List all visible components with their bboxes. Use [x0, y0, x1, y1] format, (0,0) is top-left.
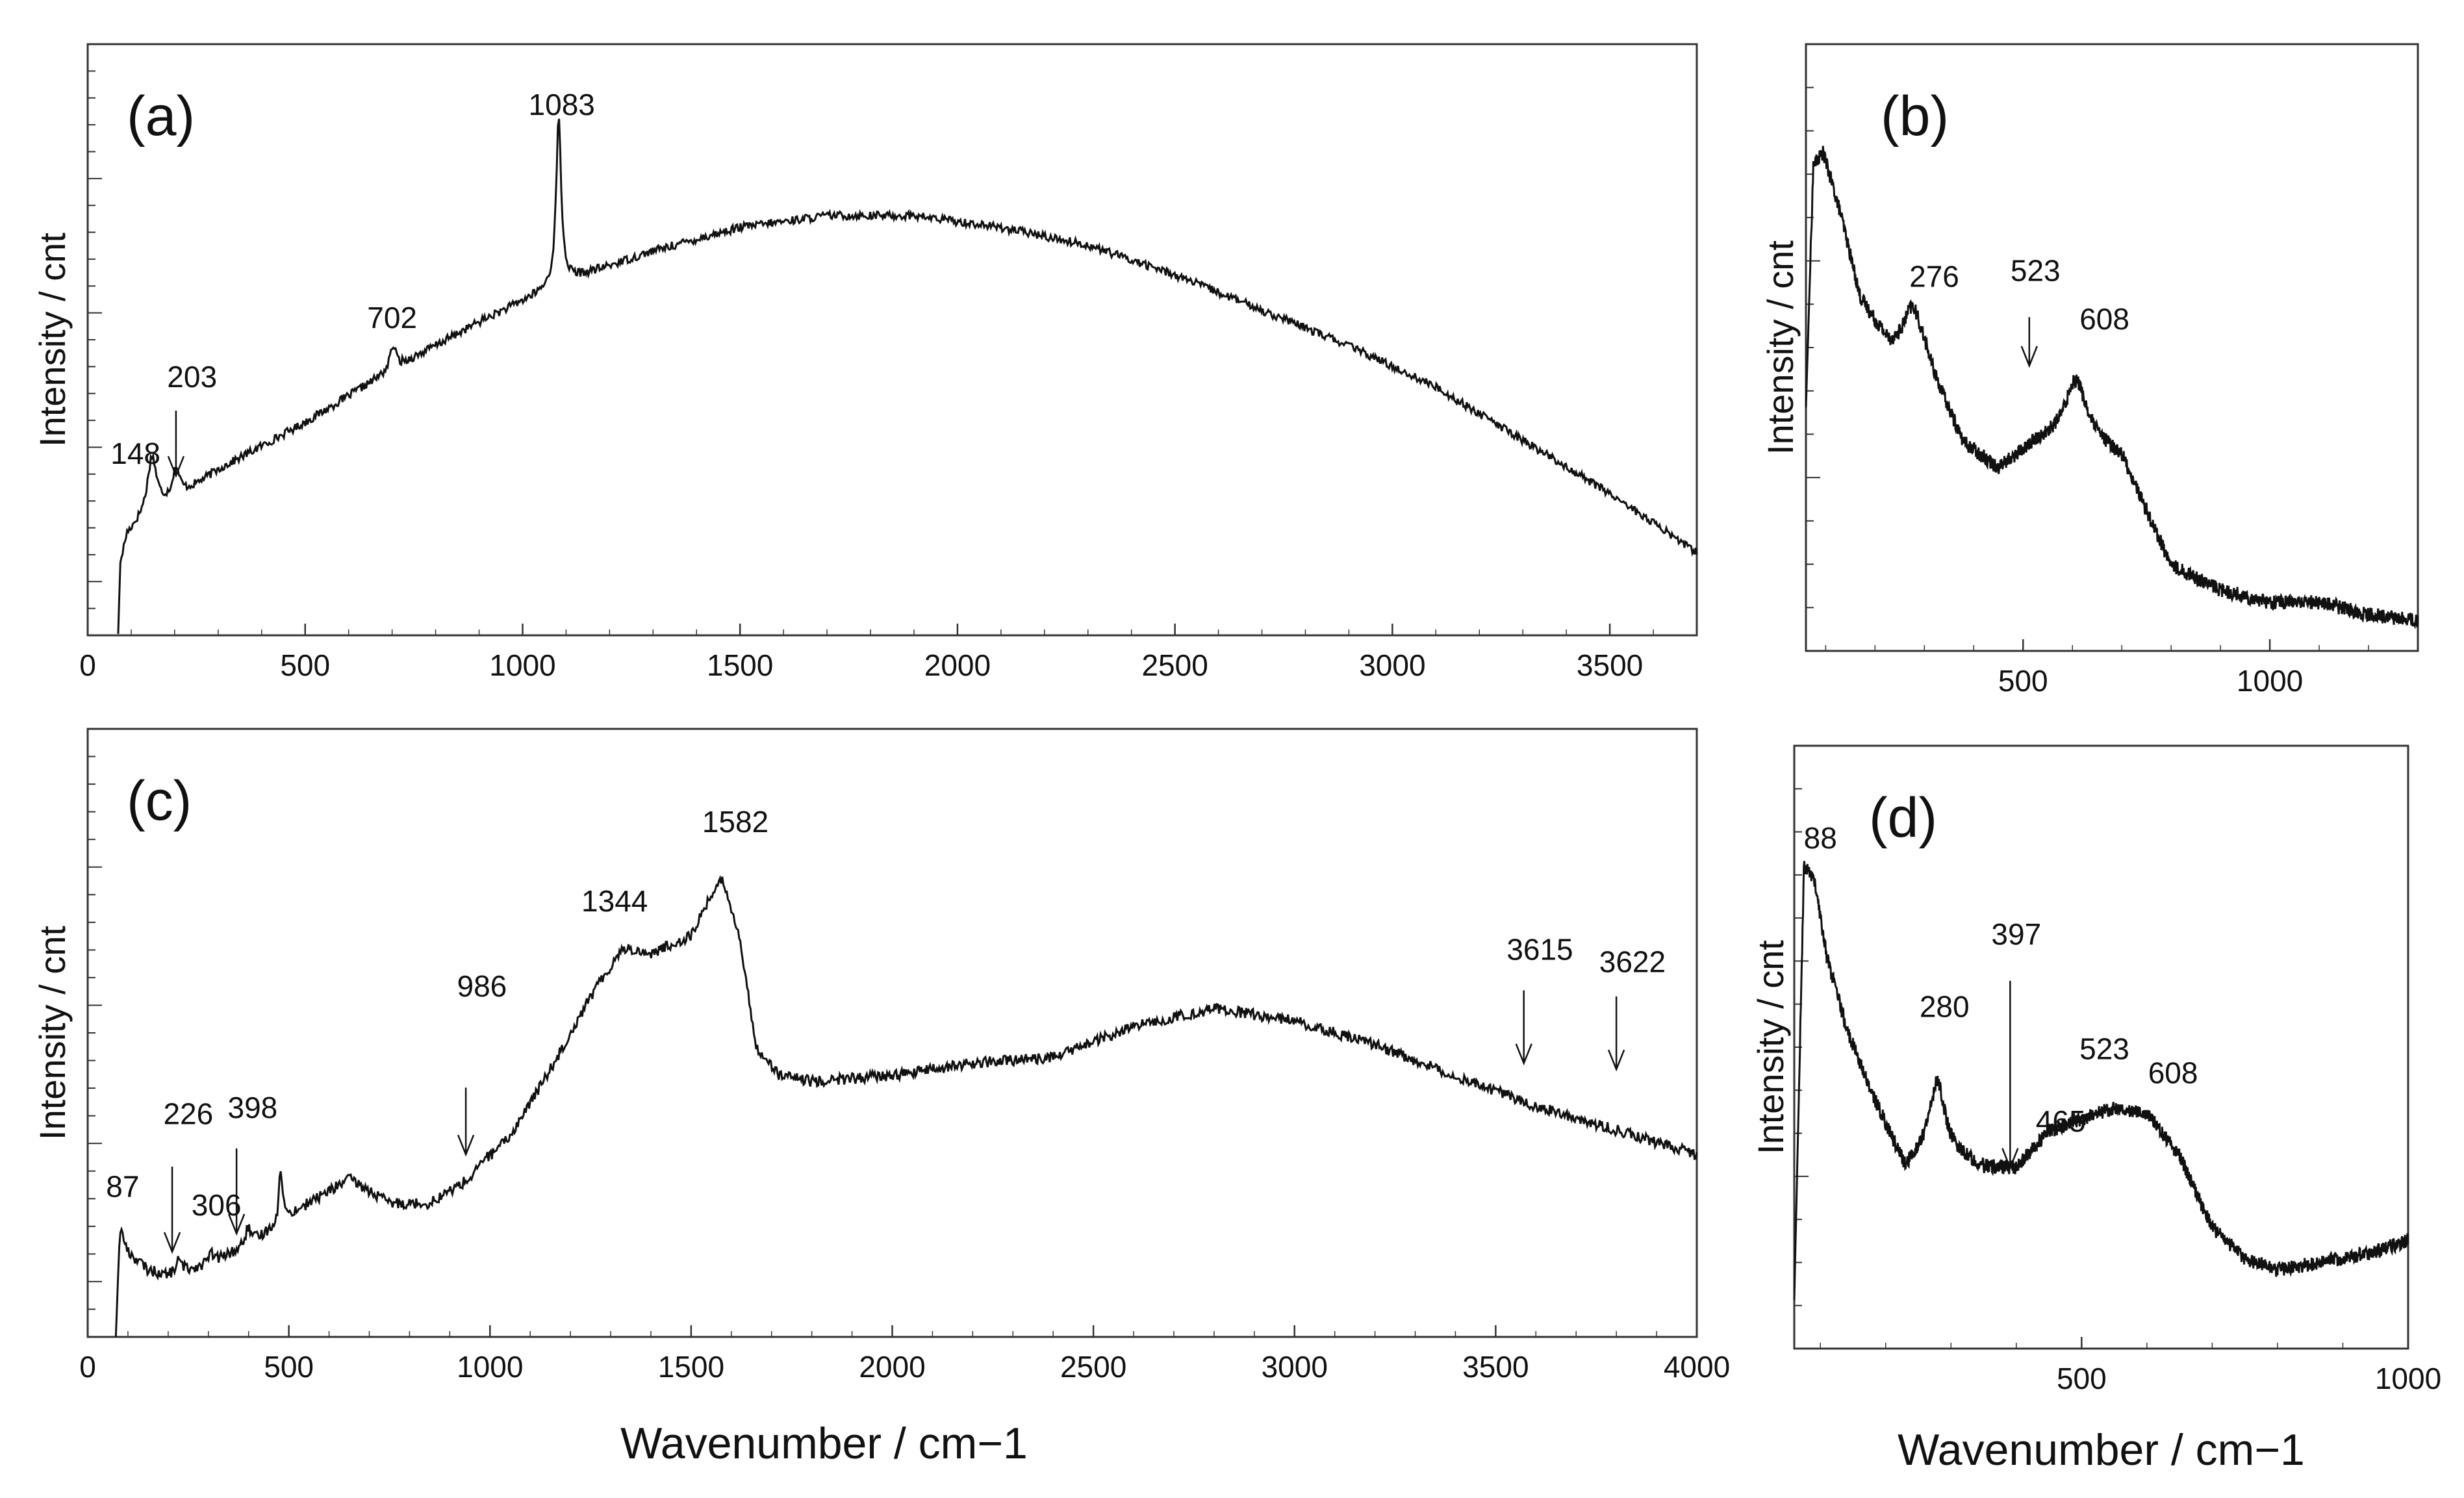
x-tick-label-c: 0: [79, 1350, 96, 1384]
peak-label-c: 1344: [581, 884, 648, 918]
panel-b: 500 1000 276 523 608 (b) Intensity / cnt: [1760, 43, 2419, 698]
x-tick-label-c: 3500: [1462, 1350, 1529, 1384]
x-axis-label-d: Wavenumber / cm−1: [1898, 1425, 2305, 1475]
peak-label-c: 226: [163, 1097, 213, 1130]
peak-label-d: 523: [2079, 1032, 2129, 1066]
spectrum-line-d: [1793, 861, 2409, 1301]
y-axis-label-c: Intensity / cnt: [32, 926, 73, 1140]
x-tick-label-c: 1000: [457, 1350, 523, 1384]
x-tick-label-c: 1500: [658, 1350, 724, 1384]
peak-arrow-head-c: [457, 1134, 475, 1157]
peak-label-c: 306: [192, 1188, 242, 1222]
x-tick-label-a: 2000: [924, 648, 991, 682]
peak-label-c: 87: [106, 1170, 139, 1204]
x-tick-label-c: 2000: [859, 1350, 925, 1384]
panel-label-b: (b): [1881, 85, 1949, 147]
panel-label-a: (a): [127, 85, 195, 147]
peak-arrow-head-c: [163, 1232, 181, 1254]
peak-label-b: 276: [1909, 260, 1959, 294]
spectrum-line-b: [1805, 146, 2419, 630]
x-tick-label-c: 4000: [1664, 1350, 1730, 1384]
x-tick-label-c: 2500: [1060, 1350, 1126, 1384]
y-axis-label-b: Intensity / cnt: [1760, 240, 1801, 455]
peak-label-d: 88: [1804, 821, 1837, 855]
peak-label-a: 203: [167, 360, 217, 394]
plot-frame-c: [86, 728, 1698, 1338]
peak-arrow-head-c: [1607, 1049, 1625, 1072]
panel-d: 500 1000 88 280 397 465 523 608 (d) Intensity / c…: [1750, 744, 2441, 1475]
panel-label-d: (d): [1869, 787, 1937, 849]
x-tick-label-a: 1000: [489, 648, 555, 682]
peak-label-d: 280: [1920, 990, 1970, 1024]
x-tick-label-a: 3000: [1359, 648, 1425, 682]
peak-label-c: 398: [228, 1091, 278, 1124]
peak-arrow-head-c: [227, 1213, 246, 1236]
panel-label-c: (c): [127, 770, 192, 832]
x-tick-label-d: 1000: [2375, 1362, 2441, 1395]
x-tick-label-d: 500: [2057, 1362, 2107, 1395]
x-tick-label-a: 1500: [707, 648, 773, 682]
peak-label-d: 608: [2148, 1056, 2198, 1090]
x-tick-label-a: 2500: [1141, 648, 1208, 682]
y-axis-label-a: Intensity / cnt: [32, 233, 73, 447]
peak-arrow-head-a: [167, 455, 185, 478]
spectrum-line-a: [117, 118, 1698, 634]
peak-label-c: 1582: [702, 805, 768, 839]
panel-c: 0 500 1000 1500 2000 2500 3000 3500 4000 87 226 306…: [32, 728, 1730, 1468]
x-tick-label-b: 500: [1998, 664, 2048, 698]
peak-label-b: 608: [2079, 302, 2129, 336]
peak-label-d: 397: [1991, 917, 2041, 951]
x-tick-label-a: 3500: [1577, 648, 1643, 682]
peak-arrow-head-d: [2001, 1148, 2019, 1170]
x-axis-label-c: Wavenumber / cm−1: [620, 1419, 1028, 1468]
plot-frame-a: [86, 43, 1698, 637]
panel-a: 0 500 1000 1500 2000 2500 3000 3500 148 203 702 108…: [32, 43, 1698, 682]
peak-label-b: 523: [2011, 253, 2061, 287]
x-tick-label-c: 3000: [1262, 1350, 1328, 1384]
x-tick-label-c: 500: [264, 1350, 314, 1384]
peak-label-a: 148: [110, 437, 160, 470]
spectrum-line-c: [114, 874, 1698, 1337]
peak-arrow-head-b: [2020, 346, 2038, 368]
peak-label-c: 3622: [1599, 945, 1666, 978]
x-tick-label-a: 500: [280, 648, 330, 682]
y-axis-label-d: Intensity / cnt: [1750, 940, 1791, 1154]
peak-label-c: 3615: [1506, 933, 1573, 967]
peak-label-c: 986: [457, 969, 507, 1003]
peak-label-d: 465: [2036, 1104, 2086, 1138]
peak-label-a: 1083: [529, 88, 595, 121]
x-tick-label-b: 1000: [2237, 664, 2303, 698]
peak-arrow-head-c: [1515, 1043, 1532, 1066]
peak-label-a: 702: [367, 301, 417, 335]
x-tick-label-a: 0: [79, 648, 96, 682]
